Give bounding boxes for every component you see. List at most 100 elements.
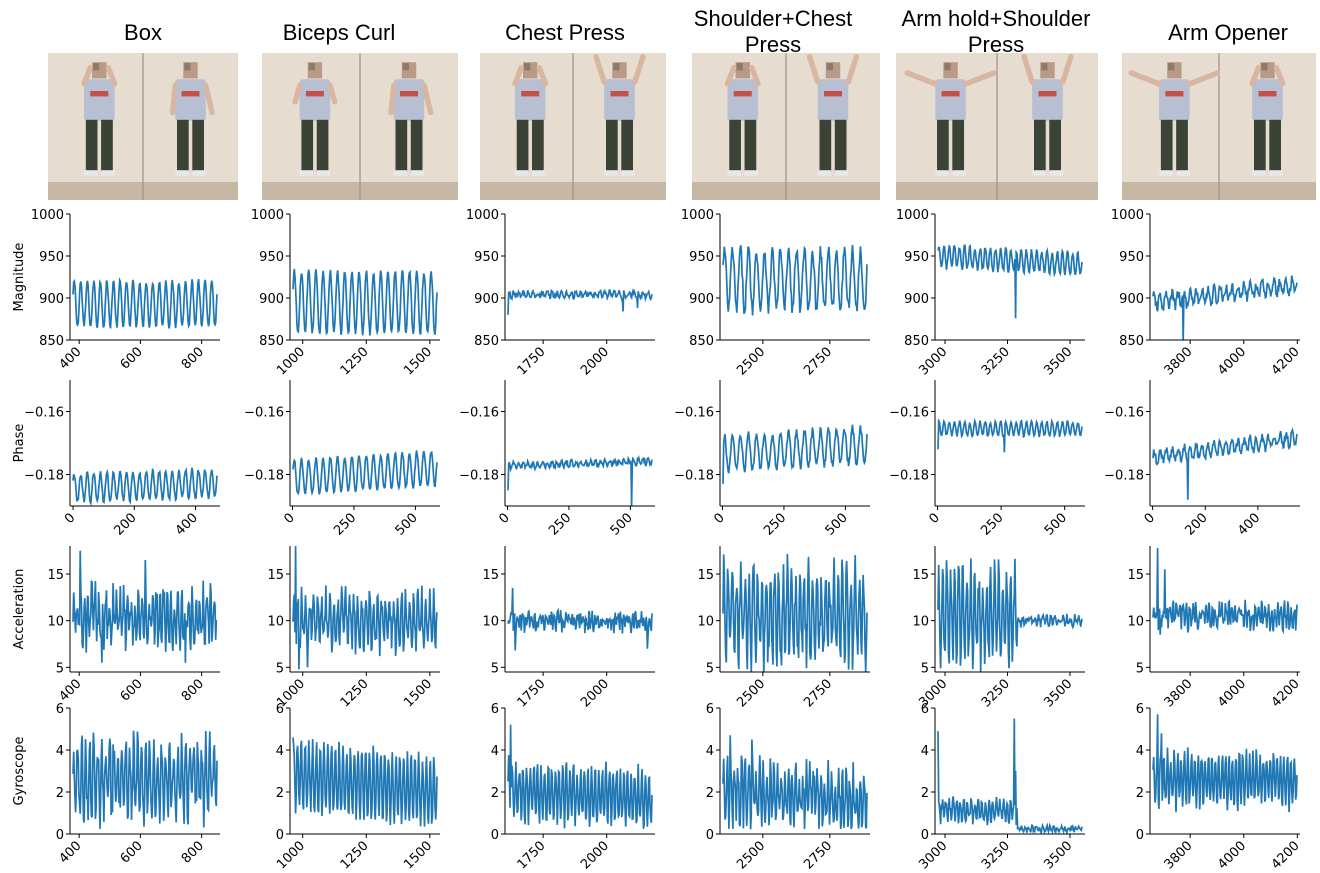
face-blur bbox=[93, 63, 100, 71]
exercise-title: Biceps Curl bbox=[283, 20, 395, 45]
shirt-logo bbox=[305, 91, 324, 97]
shoe bbox=[1032, 170, 1046, 176]
y-tick-label: 900 bbox=[259, 292, 284, 307]
arm bbox=[632, 54, 646, 85]
x-tick-label: 0 bbox=[281, 510, 297, 526]
y-tick-label: −0.16 bbox=[1104, 406, 1144, 421]
y-tick-label: 1000 bbox=[31, 208, 64, 223]
series-line bbox=[72, 730, 218, 829]
exercise-title: Arm hold+Shoulder Press bbox=[902, 6, 1091, 57]
arm bbox=[327, 82, 338, 105]
x-tick-label: 3800 bbox=[1162, 838, 1196, 872]
y-tick-label: 1000 bbox=[896, 208, 929, 223]
y-tick-label: 5 bbox=[1136, 661, 1144, 676]
series-line bbox=[292, 450, 438, 497]
x-tick-label: 1500 bbox=[401, 344, 435, 378]
face-blur bbox=[1041, 63, 1048, 71]
arm bbox=[724, 64, 737, 87]
series-line bbox=[1152, 427, 1298, 500]
y-tick-label: 0 bbox=[56, 828, 64, 843]
title-line: Arm hold+Shoulder bbox=[902, 6, 1091, 31]
series-line bbox=[72, 467, 218, 506]
series-line bbox=[507, 724, 653, 829]
y-tick-label: 2 bbox=[921, 786, 929, 801]
leg bbox=[316, 119, 329, 172]
series-line bbox=[507, 454, 653, 506]
x-tick-label: 1000 bbox=[274, 838, 308, 872]
shirt bbox=[393, 79, 425, 121]
shoe bbox=[727, 170, 741, 176]
x-tick-label: 400 bbox=[56, 676, 84, 704]
y-tick-label: 0 bbox=[491, 828, 499, 843]
series-line bbox=[292, 737, 438, 827]
shoe bbox=[834, 170, 849, 176]
y-tick-label: 10 bbox=[267, 615, 284, 630]
arm bbox=[1249, 64, 1262, 87]
shirt-logo bbox=[1258, 91, 1277, 97]
y-tick-label: 950 bbox=[474, 250, 499, 265]
x-tick-label: 4200 bbox=[1269, 838, 1303, 872]
shirt bbox=[727, 79, 759, 121]
y-tick-label: 2 bbox=[1136, 786, 1144, 801]
chart-panel: −0.18 −0.16 0 250 500 bbox=[889, 380, 1085, 539]
face-blur bbox=[826, 63, 833, 71]
y-tick-label: 2 bbox=[56, 786, 64, 801]
arm bbox=[1273, 64, 1286, 87]
exercise-photo bbox=[262, 53, 458, 200]
chart-panel: 5 10 15 2500 2750 bbox=[697, 546, 870, 710]
chart-panel: −0.18 −0.16 0 200 400 Phase bbox=[12, 380, 220, 539]
y-tick-label: 0 bbox=[921, 828, 929, 843]
y-tick-label: 900 bbox=[1119, 292, 1144, 307]
shoe bbox=[952, 170, 966, 176]
leg bbox=[1160, 119, 1173, 172]
x-tick-label: 2500 bbox=[734, 676, 768, 710]
y-tick-label: −0.18 bbox=[1104, 469, 1144, 484]
leg bbox=[301, 119, 314, 172]
face-blur bbox=[308, 63, 315, 71]
face-blur bbox=[184, 63, 191, 71]
y-tick-label: −0.18 bbox=[459, 469, 499, 484]
face-blur bbox=[1168, 63, 1175, 71]
exercise-photo bbox=[480, 53, 666, 200]
x-tick-label: 4200 bbox=[1269, 676, 1303, 710]
y-tick-label: 2 bbox=[491, 786, 499, 801]
x-tick-label: 200 bbox=[112, 510, 140, 538]
shoe bbox=[410, 170, 425, 176]
x-tick-label: 2000 bbox=[578, 838, 612, 872]
shoe bbox=[316, 170, 331, 176]
x-tick-label: 250 bbox=[546, 510, 574, 538]
shirt bbox=[299, 79, 331, 121]
y-tick-label: 850 bbox=[259, 334, 284, 349]
x-tick-label: 1500 bbox=[401, 676, 435, 710]
arm bbox=[421, 82, 434, 116]
arm bbox=[512, 64, 524, 87]
title-line: Press bbox=[968, 32, 1024, 57]
leg bbox=[1269, 119, 1281, 172]
shirt-logo bbox=[1038, 91, 1057, 97]
y-tick-label: 0 bbox=[276, 828, 284, 843]
y-tick-label: −0.16 bbox=[889, 406, 929, 421]
series-line bbox=[72, 277, 218, 330]
y-tick-label: 5 bbox=[706, 661, 714, 676]
arm bbox=[1186, 70, 1221, 87]
title-line: Press bbox=[745, 32, 801, 57]
y-tick-label: 6 bbox=[921, 702, 929, 717]
y-tick-label: 950 bbox=[259, 250, 284, 265]
x-tick-label: 2750 bbox=[801, 838, 835, 872]
y-tick-label: 2 bbox=[276, 786, 284, 801]
series-line bbox=[937, 244, 1083, 319]
arm bbox=[169, 82, 178, 116]
shoe bbox=[393, 170, 408, 176]
arm bbox=[81, 64, 94, 87]
x-tick-label: 800 bbox=[179, 838, 207, 866]
series-line bbox=[507, 587, 653, 651]
x-tick-label: 600 bbox=[118, 344, 146, 372]
shirt-logo bbox=[941, 91, 960, 97]
x-tick-label: 500 bbox=[1042, 510, 1070, 538]
series-line bbox=[722, 424, 868, 484]
y-tick-label: 1000 bbox=[681, 208, 714, 223]
shoe bbox=[175, 170, 189, 176]
x-tick-label: 2500 bbox=[734, 344, 768, 378]
